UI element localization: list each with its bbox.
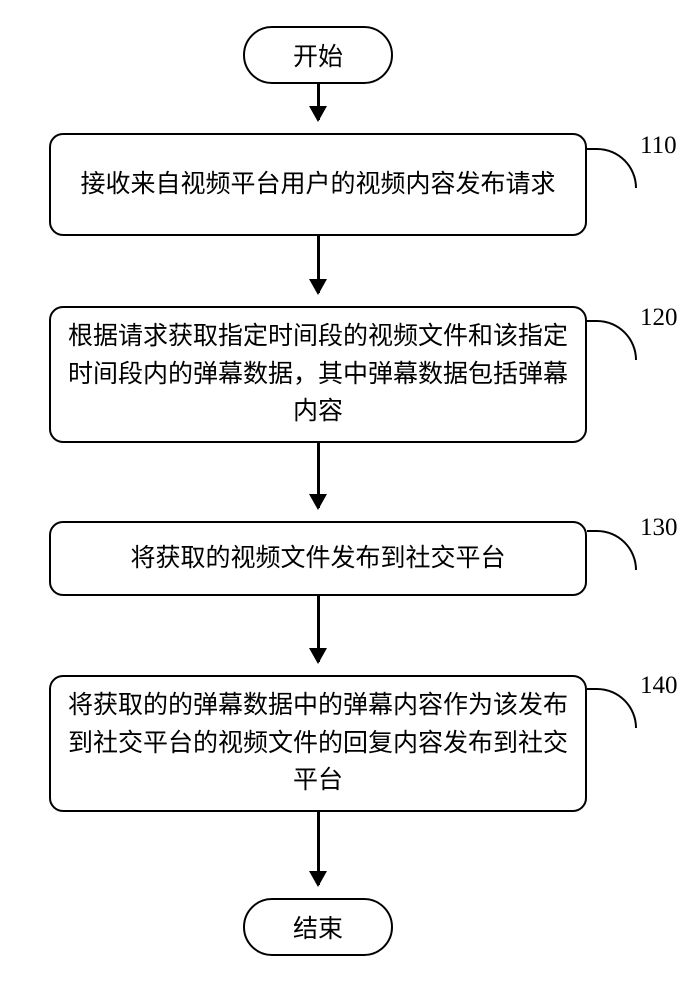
edge-start-110 [317,84,320,120]
process-120: 根据请求获取指定时间段的视频文件和该指定时间段内的弹幕数据，其中弹幕数据包括弹幕… [49,306,587,443]
leader-130 [587,530,637,570]
process-110-text: 接收来自视频平台用户的视频内容发布请求 [80,166,555,204]
process-140-text: 将获取的的弹幕数据中的弹幕内容作为该发布到社交平台的视频文件的回复内容发布到社交… [67,687,569,800]
leader-120 [587,320,637,360]
terminal-end-text: 结束 [293,909,343,945]
process-140: 将获取的的弹幕数据中的弹幕内容作为该发布到社交平台的视频文件的回复内容发布到社交… [49,675,587,812]
process-130: 将获取的视频文件发布到社交平台 [49,521,587,596]
terminal-start-text: 开始 [293,37,343,73]
edge-130-140 [317,596,320,662]
edge-140-end [317,812,320,885]
edge-120-130 [317,443,320,508]
process-110: 接收来自视频平台用户的视频内容发布请求 [49,133,587,236]
process-130-text: 将获取的视频文件发布到社交平台 [130,540,505,578]
label-110: 110 [640,132,677,160]
leader-110 [587,148,637,188]
process-120-text: 根据请求获取指定时间段的视频文件和该指定时间段内的弹幕数据，其中弹幕数据包括弹幕… [67,318,569,431]
flowchart-container: 开始 接收来自视频平台用户的视频内容发布请求 110 根据请求获取指定时间段的视… [0,0,699,1000]
terminal-end: 结束 [243,898,393,956]
label-120: 120 [640,304,678,332]
label-130: 130 [640,514,678,542]
terminal-start: 开始 [243,26,393,84]
label-140: 140 [640,672,678,700]
edge-110-120 [317,236,320,293]
leader-140 [587,688,637,728]
